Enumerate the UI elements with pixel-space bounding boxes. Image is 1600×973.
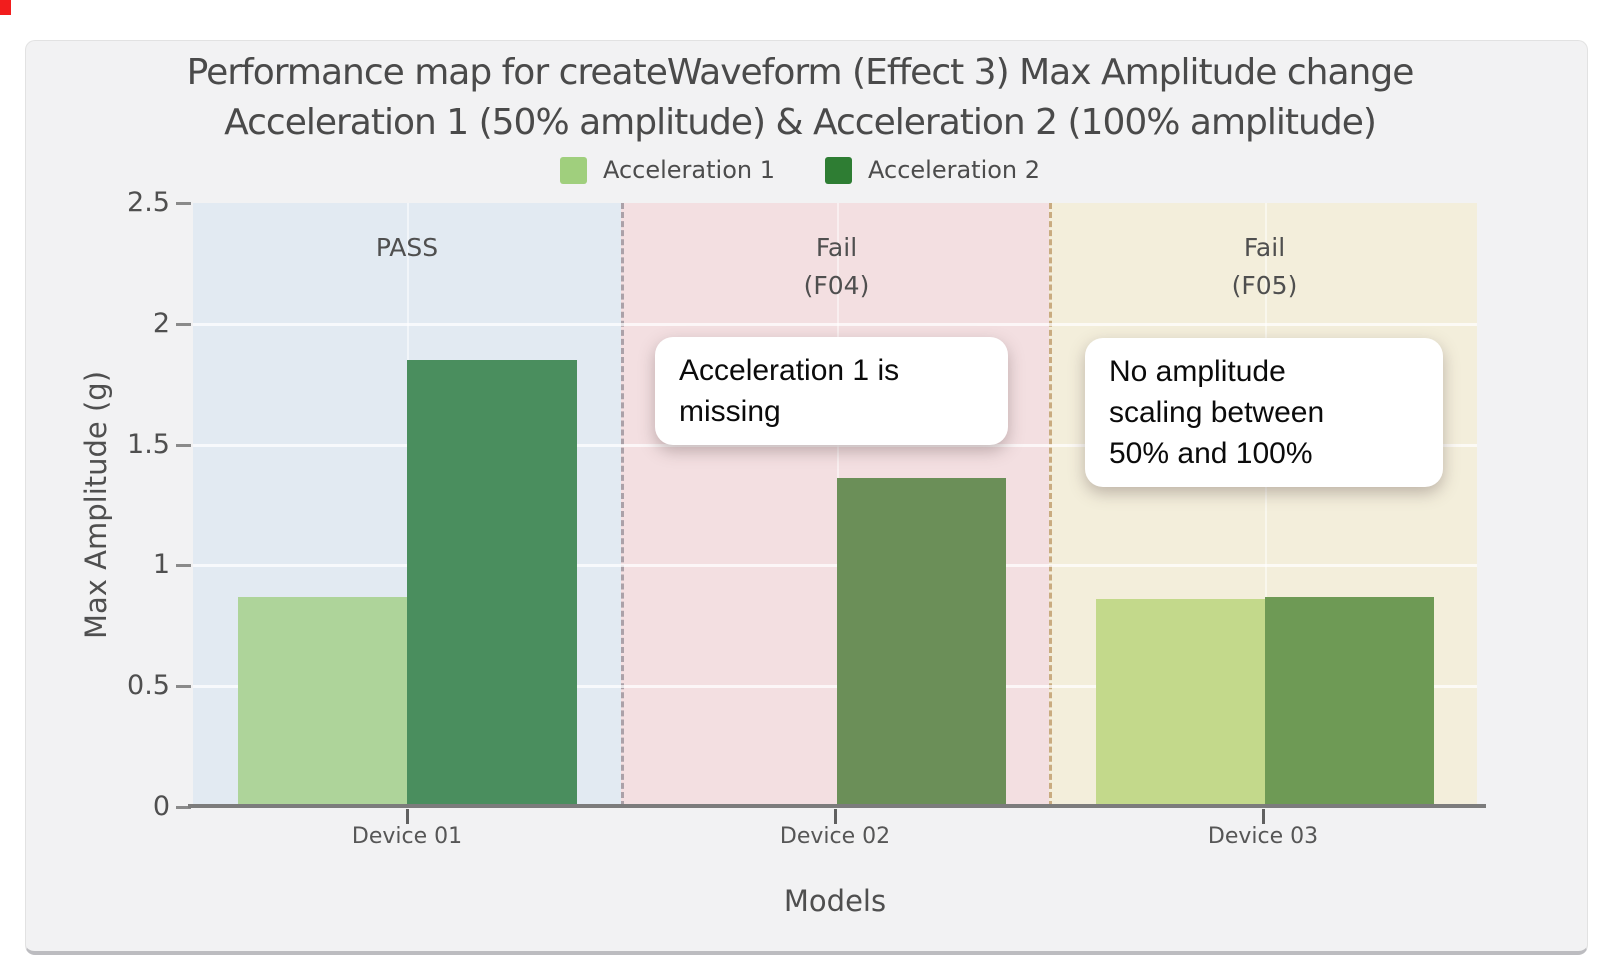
- annotation-no-amplitude-scaling: No amplitude scaling between 50% and 100…: [1085, 338, 1443, 487]
- legend-label: Acceleration 2: [868, 156, 1041, 184]
- y-tick: [176, 322, 191, 326]
- zone-status-label-device-03: Fail (F05): [1231, 233, 1298, 300]
- y-tick: [176, 202, 191, 205]
- y-tick-label: 0: [152, 791, 170, 822]
- y-gridline: [193, 443, 1477, 447]
- legend-item-acceleration-1[interactable]: Acceleration 1: [559, 156, 775, 184]
- x-tick-label-device-02: Device 02: [779, 824, 891, 849]
- bar-device-01-acceleration-2[interactable]: [407, 360, 578, 807]
- y-tick: [176, 685, 191, 689]
- y-tick-label: 2: [152, 307, 170, 339]
- zone-device-03: Fail (F05): [1049, 203, 1477, 807]
- zone-device-02: Fail (F04): [621, 203, 1049, 807]
- legend-item-acceleration-2[interactable]: Acceleration 2: [825, 156, 1040, 184]
- y-tick-label: 0.5: [127, 670, 170, 702]
- chart-title-line2: Acceleration 1 (50% amplitude) & Acceler…: [224, 102, 1377, 143]
- y-gridline: [193, 322, 1477, 326]
- y-tick-label: 2.5: [127, 187, 170, 218]
- y-tick-label: 1.5: [127, 428, 170, 460]
- annotation-acceleration-missing: Acceleration 1 is missing: [655, 337, 1008, 445]
- x-tick-label-device-01: Device 01: [351, 824, 463, 849]
- y-axis-title: Max Amplitude (g): [79, 370, 113, 640]
- y-gridline: [193, 564, 1477, 568]
- legend-swatch-acceleration-2-icon: [825, 156, 852, 184]
- x-tick-device-02: [834, 809, 837, 824]
- x-axis-title: Models: [783, 884, 887, 918]
- record-indicator-icon[interactable]: [0, 0, 11, 15]
- zone-device-01: PASS: [193, 203, 621, 807]
- x-tick-device-01: [406, 809, 409, 824]
- plot-area: PASS Fail (F04) Fail (F05): [193, 203, 1477, 807]
- legend-label: Acceleration 1: [602, 156, 775, 184]
- y-tick-label: 1: [152, 549, 170, 581]
- zone-status-label-device-01: PASS: [375, 233, 439, 262]
- legend: Acceleration 1 Acceleration 2: [0, 156, 1600, 184]
- y-tick: [176, 443, 191, 447]
- bar-device-01-acceleration-1[interactable]: [237, 596, 408, 807]
- x-gridline: [1264, 203, 1267, 807]
- x-tick-device-03: [1262, 809, 1265, 824]
- x-tick-label-device-03: Device 03: [1207, 824, 1319, 849]
- y-gridline: [193, 685, 1477, 689]
- legend-swatch-acceleration-1-icon: [559, 156, 587, 184]
- x-axis-line: [188, 804, 1486, 808]
- bar-device-02-acceleration-2[interactable]: [836, 478, 1006, 807]
- y-tick: [176, 564, 191, 568]
- y-tick: [176, 806, 191, 809]
- zone-status-label-device-02: Fail (F04): [803, 233, 870, 300]
- bar-device-03-acceleration-1[interactable]: [1096, 599, 1265, 807]
- bar-device-03-acceleration-2[interactable]: [1264, 596, 1434, 807]
- chart-title-line1: Performance map for createWaveform (Effe…: [186, 52, 1415, 93]
